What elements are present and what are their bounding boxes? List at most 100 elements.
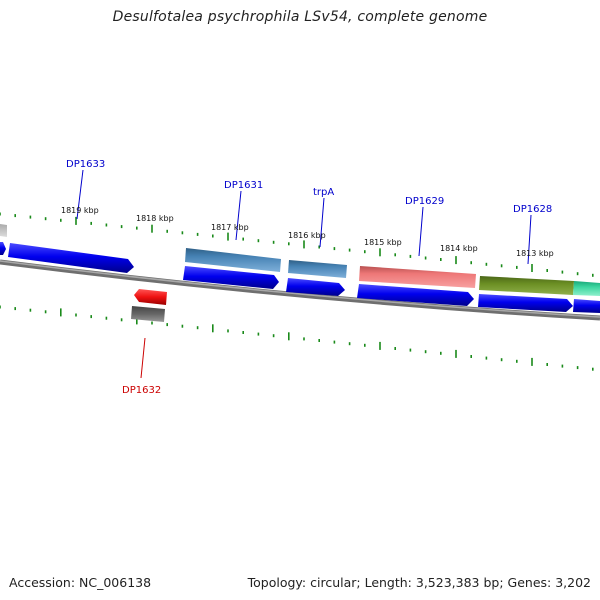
minor-tick	[333, 247, 336, 251]
major-tick	[379, 341, 381, 350]
gene-label-DP1628[interactable]: DP1628	[513, 204, 552, 215]
kbp-label: 1819 kbp	[61, 206, 99, 215]
minor-tick	[212, 234, 214, 238]
gene-blue-DP1629[interactable]	[357, 284, 474, 306]
major-tick	[151, 224, 153, 233]
minor-tick	[288, 242, 290, 246]
major-tick	[531, 264, 533, 272]
minor-tick	[44, 217, 47, 221]
outer-tick-track	[0, 212, 594, 277]
minor-tick	[470, 355, 472, 358]
minor-tick	[394, 347, 396, 350]
gene-gray-DP1632[interactable]	[131, 306, 165, 322]
gene-steelblue-trpA[interactable]	[288, 260, 347, 278]
minor-tick	[561, 270, 564, 274]
minor-tick	[485, 262, 488, 266]
inner-tick-track	[0, 305, 594, 371]
minor-tick	[394, 253, 396, 257]
minor-tick	[576, 272, 579, 276]
minor-tick	[409, 348, 412, 352]
minor-tick	[29, 308, 32, 312]
minor-tick	[592, 367, 594, 371]
minor-tick	[105, 223, 108, 227]
gene-blue-DP1633[interactable]	[8, 243, 134, 273]
gene-olive-DP1628[interactable]	[479, 276, 574, 295]
major-tick	[75, 216, 77, 225]
minor-tick	[500, 264, 503, 268]
gene-blue-partial-right[interactable]	[573, 299, 600, 313]
minor-tick	[470, 261, 472, 265]
minor-tick	[60, 218, 62, 222]
minor-tick	[227, 329, 229, 333]
minor-tick	[348, 248, 351, 252]
minor-tick	[516, 359, 518, 363]
major-tick	[303, 240, 305, 249]
minor-tick	[364, 343, 366, 347]
minor-tick	[364, 250, 366, 254]
major-tick	[455, 349, 457, 358]
gene-partial-left-gray[interactable]	[0, 224, 7, 237]
kbp-label: 1813 kbp	[516, 249, 554, 258]
minor-tick	[120, 225, 123, 229]
genome-title: Desulfotalea psychrophila LSv54, complet…	[112, 9, 488, 25]
gene-blue-arrow-partial[interactable]	[0, 242, 6, 255]
minor-tick	[90, 315, 92, 319]
minor-tick	[181, 324, 184, 328]
gene-blue-DP1628[interactable]	[478, 294, 573, 312]
minor-tick	[14, 307, 16, 311]
minor-tick	[0, 305, 1, 309]
minor-tick	[424, 256, 427, 260]
minor-tick	[242, 237, 244, 241]
kbp-label: 1815 kbp	[364, 238, 402, 247]
minor-tick	[105, 316, 108, 320]
minor-tick	[196, 326, 199, 330]
minor-tick	[166, 229, 168, 233]
minor-tick	[348, 342, 351, 346]
kbp-label: 1816 kbp	[288, 231, 326, 240]
gene-label-DP1631[interactable]: DP1631	[224, 180, 263, 191]
topology-text: Topology: circular; Length: 3,523,383 bp…	[247, 575, 591, 590]
feature-track	[0, 224, 600, 322]
minor-tick	[409, 254, 412, 258]
accession-text: Accession: NC_006138	[9, 575, 152, 590]
minor-tick	[151, 321, 153, 325]
minor-tick	[440, 258, 442, 261]
gene-label-trpA[interactable]: trpA	[313, 187, 334, 198]
minor-tick	[440, 351, 442, 355]
gene-blue-trpA[interactable]	[286, 278, 345, 296]
gene-blue-DP1631[interactable]	[183, 266, 279, 289]
gene-label-DP1632[interactable]: DP1632	[122, 385, 161, 396]
minor-tick	[166, 323, 168, 327]
minor-tick	[485, 356, 488, 360]
minor-tick	[516, 265, 518, 269]
minor-tick	[272, 334, 275, 338]
minor-tick	[500, 358, 503, 362]
gene-steelblue-DP1631[interactable]	[185, 248, 281, 272]
minor-tick	[546, 363, 548, 366]
minor-tick	[0, 212, 1, 216]
minor-tick	[181, 231, 184, 235]
kbp-label: 1817 kbp	[211, 223, 249, 232]
minor-tick	[90, 221, 92, 225]
minor-tick	[44, 310, 47, 314]
gene-aquamarine[interactable]	[573, 281, 600, 296]
minor-tick	[136, 226, 138, 230]
gene-salmon-DP1629[interactable]	[359, 266, 476, 288]
minor-tick	[318, 339, 320, 342]
minor-tick	[14, 214, 16, 218]
minor-tick	[29, 215, 32, 219]
gene-label-DP1633[interactable]: DP1633	[66, 159, 105, 170]
minor-tick	[546, 269, 548, 272]
gene-red-DP1632[interactable]	[134, 289, 167, 305]
major-tick	[531, 357, 533, 366]
gene-label-DP1629[interactable]: DP1629	[405, 196, 444, 207]
minor-tick	[561, 364, 564, 368]
minor-tick	[272, 240, 275, 244]
major-tick	[136, 316, 138, 325]
major-tick	[60, 308, 62, 317]
label-leaders	[76, 169, 532, 379]
minor-tick	[257, 332, 260, 336]
major-tick	[288, 332, 290, 341]
major-tick	[227, 232, 229, 241]
